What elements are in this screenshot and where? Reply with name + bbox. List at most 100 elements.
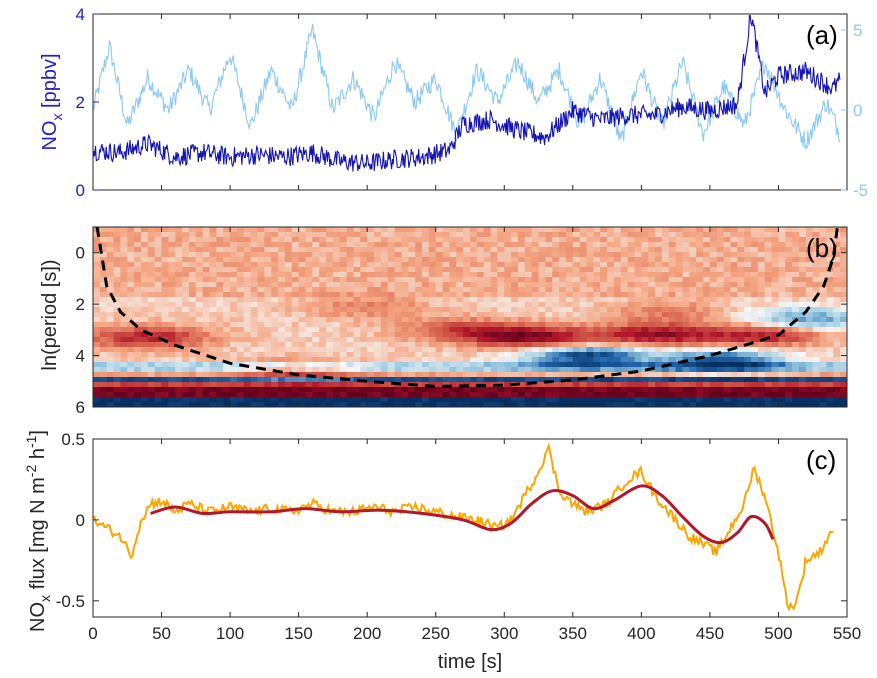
- heatmap-cell: [805, 382, 814, 388]
- heatmap-cell: [182, 302, 190, 308]
- heatmap-cell: [723, 307, 732, 313]
- heatmap-cell: [326, 312, 334, 318]
- heatmap-cell: [655, 402, 663, 407]
- heatmap-cell: [634, 352, 642, 358]
- heatmap-cell: [566, 352, 574, 358]
- heatmap-cell: [792, 292, 800, 298]
- heatmap-cell: [476, 312, 485, 318]
- heatmap-cell: [490, 292, 499, 298]
- heatmap-cell: [730, 297, 738, 303]
- heatmap-cell: [319, 327, 327, 333]
- heatmap-cell: [435, 377, 444, 383]
- heatmap-cell: [552, 367, 560, 373]
- heatmap-cell: [785, 237, 793, 243]
- heatmap-cell: [792, 402, 800, 407]
- heatmap-cell: [442, 367, 451, 373]
- heatmap-cell: [757, 302, 766, 308]
- heatmap-cell: [182, 387, 190, 393]
- heatmap-cell: [751, 277, 759, 283]
- heatmap-cell: [655, 392, 663, 398]
- heatmap-cell: [291, 292, 300, 298]
- heatmap-cell: [463, 377, 471, 383]
- heatmap-cell: [655, 397, 663, 403]
- heatmap-cell: [682, 287, 690, 293]
- heatmap-cell: [696, 347, 704, 353]
- heatmap-cell: [511, 262, 519, 268]
- heatmap-cell: [195, 252, 204, 258]
- heatmap-cell: [346, 247, 355, 253]
- heatmap-cell: [668, 227, 677, 233]
- heatmap-cell: [607, 272, 615, 278]
- heatmap-cell: [168, 297, 176, 303]
- heatmap-cell: [613, 282, 622, 288]
- heatmap-cell: [257, 352, 265, 358]
- heatmap-cell: [675, 387, 684, 393]
- heatmap-cell: [291, 387, 300, 393]
- heatmap-cell: [147, 232, 156, 238]
- heatmap-cell: [833, 267, 841, 273]
- heatmap-cell: [175, 337, 183, 343]
- heatmap-cell: [312, 317, 320, 323]
- heatmap-cell: [572, 357, 581, 363]
- heatmap-cell: [195, 232, 204, 238]
- heatmap-cell: [559, 397, 567, 403]
- heatmap-cell: [545, 307, 553, 313]
- heatmap-cell: [778, 312, 786, 318]
- heatmap-cell: [805, 292, 814, 298]
- heatmap-cell: [764, 392, 773, 398]
- heatmap-cell: [620, 287, 629, 293]
- heatmap-cell: [367, 292, 375, 298]
- heatmap-cell: [470, 232, 478, 238]
- heatmap-cell: [209, 307, 217, 313]
- heatmap-cell: [346, 307, 355, 313]
- heatmap-cell: [99, 247, 108, 253]
- heatmap-cell: [291, 287, 300, 293]
- heatmap-cell: [189, 292, 197, 298]
- heatmap-cell: [572, 382, 581, 388]
- heatmap-cell: [230, 402, 238, 407]
- heatmap-cell: [566, 362, 574, 368]
- heatmap-cell: [641, 297, 649, 303]
- heatmap-cell: [559, 352, 567, 358]
- y2-tick-label: 0: [853, 101, 862, 120]
- heatmap-cell: [778, 287, 786, 293]
- heatmap-cell: [497, 287, 505, 293]
- heatmap-cell: [278, 267, 286, 273]
- heatmap-cell: [490, 387, 499, 393]
- heatmap-cell: [367, 362, 375, 368]
- heatmap-cell: [778, 397, 786, 403]
- heatmap-cell: [668, 317, 677, 323]
- heatmap-cell: [456, 297, 464, 303]
- heatmap-cell: [353, 332, 361, 338]
- heatmap-cell: [566, 282, 574, 288]
- heatmap-cell: [353, 227, 361, 233]
- heatmap-cell: [696, 227, 704, 233]
- heatmap-cell: [524, 257, 533, 263]
- heatmap-cell: [620, 297, 629, 303]
- heatmap-cell: [586, 322, 594, 328]
- heatmap-cell: [291, 262, 300, 268]
- heatmap-cell: [401, 272, 409, 278]
- heatmap-cell: [401, 247, 409, 253]
- heatmap-cell: [346, 232, 355, 238]
- heatmap-cell: [339, 262, 348, 268]
- heatmap-cell: [805, 332, 814, 338]
- heatmap-cell: [175, 402, 183, 407]
- heatmap-cell: [401, 292, 409, 298]
- heatmap-cell: [182, 397, 190, 403]
- heatmap-cell: [408, 277, 416, 283]
- heatmap-cell: [545, 337, 553, 343]
- heatmap-cell: [332, 292, 341, 298]
- heatmap-cell: [641, 347, 649, 353]
- heatmap-cell: [463, 257, 471, 263]
- heatmap-cell: [223, 277, 231, 283]
- heatmap-cell: [223, 267, 231, 273]
- heatmap-cell: [792, 357, 800, 363]
- heatmap-cell: [497, 392, 505, 398]
- heatmap-cell: [99, 307, 108, 313]
- heatmap-cell: [367, 237, 375, 243]
- heatmap-cell: [264, 332, 272, 338]
- heatmap-cell: [730, 402, 738, 407]
- heatmap-cell: [586, 277, 594, 283]
- heatmap-cell: [291, 307, 300, 313]
